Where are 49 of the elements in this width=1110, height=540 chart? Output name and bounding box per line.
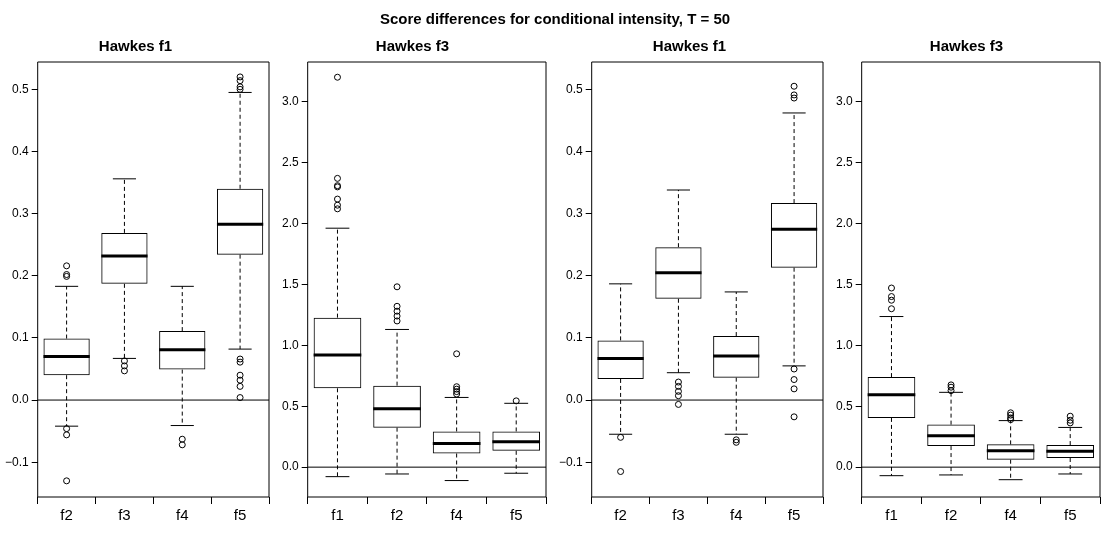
x-tick-label: f1 <box>331 506 344 524</box>
y-tick-label: 0.3 <box>12 205 30 220</box>
x-tick-label: f3 <box>672 506 685 524</box>
x-tick-label: f1 <box>885 506 898 524</box>
y-tick-label: −0.1 <box>558 454 583 469</box>
chart-title: Hawkes f1 <box>98 37 173 55</box>
y-tick-label: 2.0 <box>835 215 853 230</box>
y-tick-label: 0.5 <box>835 398 853 413</box>
y-tick-label: 0.0 <box>281 459 299 474</box>
y-tick-label: 2.5 <box>835 154 853 169</box>
y-tick-label: 1.5 <box>281 276 299 291</box>
y-tick-label: 0.0 <box>566 392 584 407</box>
y-tick-label: 0.4 <box>12 143 30 158</box>
y-tick-label: 0.5 <box>12 81 30 96</box>
x-tick-label: f5 <box>509 506 523 524</box>
x-tick-label: f4 <box>450 506 463 524</box>
x-tick-label: f3 <box>118 506 131 524</box>
y-tick-label: 0.5 <box>566 81 584 96</box>
x-tick-label: f2 <box>390 506 404 524</box>
y-tick-label: 1.0 <box>835 337 853 352</box>
x-tick-label: f4 <box>176 506 189 524</box>
y-tick-label: 3.0 <box>835 93 853 108</box>
y-tick-label: −0.1 <box>4 454 29 469</box>
y-tick-label: 0.2 <box>12 268 30 283</box>
chart-title: Hawkes f3 <box>929 37 1004 55</box>
x-tick-label: f2 <box>60 506 73 524</box>
y-tick-label: 0.1 <box>12 330 30 345</box>
x-tick-label: f5 <box>233 506 247 524</box>
y-tick-label: 0.0 <box>12 392 30 407</box>
y-tick-label: 2.0 <box>281 215 299 230</box>
x-tick-label: f2 <box>944 506 958 524</box>
text: Score differences for conditional intensity, T = 50 <box>378 10 732 27</box>
y-tick-label: 1.5 <box>835 276 853 291</box>
y-tick-label: 2.5 <box>281 154 299 169</box>
y-tick-label: 0.0 <box>835 459 853 474</box>
y-tick-label: 0.2 <box>566 268 584 283</box>
chart-title: Hawkes f3 <box>375 37 450 55</box>
x-tick-label: f2 <box>614 506 627 524</box>
chart-title: Hawkes f1 <box>652 37 727 55</box>
x-tick-label: f5 <box>787 506 801 524</box>
y-tick-label: 3.0 <box>281 93 299 108</box>
y-tick-label: 0.3 <box>566 205 584 220</box>
x-tick-label: f4 <box>730 506 743 524</box>
x-tick-label: f4 <box>1004 506 1017 524</box>
y-tick-label: 1.0 <box>281 337 299 352</box>
y-tick-label: 0.5 <box>281 398 299 413</box>
y-tick-label: 0.1 <box>566 330 584 345</box>
y-tick-label: 0.4 <box>566 143 584 158</box>
x-tick-label: f5 <box>1063 506 1077 524</box>
